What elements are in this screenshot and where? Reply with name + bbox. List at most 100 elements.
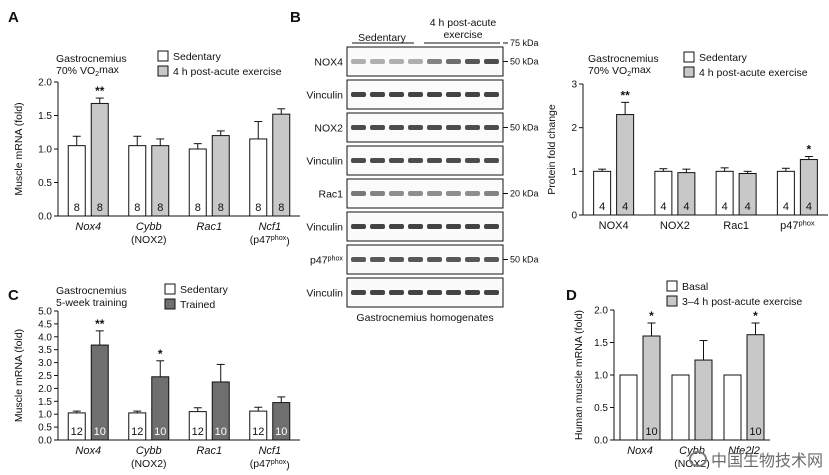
significance-label: * (807, 142, 812, 156)
blot-band (370, 224, 385, 229)
sample-size-label: 4 (745, 201, 751, 213)
legend-label: Sedentary (180, 284, 229, 296)
blot-band (427, 125, 442, 130)
group-label: 4 h post-acute (430, 17, 497, 29)
y-tick-label: 2.5 (38, 371, 52, 382)
blot-band (465, 191, 480, 196)
blot-band (427, 92, 442, 97)
legend-swatch (164, 283, 176, 295)
blot-band (389, 224, 404, 229)
x-tick-label: NOX4 (599, 220, 629, 232)
blot-band (408, 158, 423, 163)
context-text: Gastrocnemius (56, 53, 127, 65)
context-text: Gastrocnemius (588, 53, 659, 65)
x-tick-sublabel: (p47phox) (250, 458, 290, 472)
blot-band (370, 125, 385, 130)
x-tick-label: Nox4 (75, 445, 101, 457)
blot-band (408, 92, 423, 97)
blot-row-label: NOX2 (314, 123, 343, 135)
group-label: exercise (443, 29, 482, 41)
y-axis-label: Human muscle mRNA (fold) (573, 310, 585, 440)
y-tick-label: 4.0 (38, 332, 52, 343)
blot-footer: Gastrocnemius homogenates (356, 312, 493, 324)
sample-size-label: 12 (71, 426, 83, 438)
panel-letter: A (8, 9, 19, 26)
blot-band (484, 290, 499, 295)
bar (694, 359, 713, 441)
legend-swatch (683, 66, 695, 78)
y-axis-label: Protein fold change (546, 104, 558, 195)
y-tick-label: 0.0 (38, 436, 52, 447)
blot-band (408, 59, 423, 64)
legend-swatch (683, 51, 695, 63)
y-tick-label: 4.5 (38, 319, 52, 330)
blot-band (465, 290, 480, 295)
blot-band (465, 224, 480, 229)
sample-size-label: 4 (783, 201, 789, 213)
x-tick-label: Rac1 (196, 445, 222, 457)
significance-label: * (158, 347, 163, 361)
sample-size-label: 10 (94, 426, 106, 438)
bar (642, 335, 661, 441)
blot-band (351, 290, 366, 295)
blot-band (427, 257, 442, 262)
x-tick-sublabel: (NOX2) (131, 234, 167, 246)
x-tick-label: Nfe2l2 (728, 445, 760, 457)
blot-band (408, 290, 423, 295)
y-tick-label: 2.0 (38, 384, 52, 395)
y-tick-label: 0.0 (594, 436, 608, 447)
legend-label: 3–4 h post-acute exercise (682, 296, 802, 308)
blot-band (484, 224, 499, 229)
x-tick-label: Cybb (136, 221, 162, 233)
context-text: 70% VO2max (56, 64, 120, 78)
legend-label: Trained (180, 299, 215, 311)
blot-band (446, 158, 461, 163)
sample-size-label: 12 (192, 426, 204, 438)
bar (616, 114, 635, 216)
blot-row-label: Vinculin (306, 156, 343, 168)
blot-band (465, 158, 480, 163)
x-tick-label: Rac1 (723, 220, 749, 232)
blot-band (389, 257, 404, 262)
significance-label: ** (620, 88, 630, 102)
blot-band (446, 191, 461, 196)
blot-band (351, 59, 366, 64)
sample-size-label: 10 (275, 426, 287, 438)
blot-band (370, 92, 385, 97)
legend-swatch (164, 298, 176, 310)
blot-band (427, 224, 442, 229)
sample-size-label: 10 (215, 426, 227, 438)
blot-band (465, 257, 480, 262)
blot-row-label: p47phox (310, 254, 343, 266)
y-tick-label: 2 (571, 123, 577, 134)
sample-size-label: 8 (195, 202, 201, 214)
blot-row-label: Vinculin (306, 90, 343, 102)
blot-band (446, 257, 461, 262)
marker-label: 50 kDa (510, 123, 539, 133)
blot-band (484, 191, 499, 196)
blot-band (427, 290, 442, 295)
y-tick-label: 1.5 (38, 397, 52, 408)
blot-band (408, 125, 423, 130)
sample-size-label: 8 (134, 202, 140, 214)
sample-size-label: 4 (622, 201, 628, 213)
watermark: 中国生物技术网 (688, 447, 823, 471)
sample-size-label: 4 (806, 201, 812, 213)
blot-band (351, 125, 366, 130)
blot-row-label: NOX4 (314, 57, 343, 69)
blot-band (370, 290, 385, 295)
y-tick-label: 3.5 (38, 345, 52, 356)
x-tick-sublabel: (p47phox) (250, 234, 290, 248)
chart-panel-D: D Basal 3–4 h post-acute exercise 0.0 0.5 1.0… (566, 280, 802, 470)
blot-band (465, 125, 480, 130)
sample-size-label: 8 (74, 202, 80, 214)
panel-letter: B (290, 9, 301, 26)
marker-label: 50 kDa (510, 255, 539, 265)
y-tick-label: 0.5 (594, 403, 608, 414)
bar (619, 374, 638, 441)
x-tick-label: Nox4 (75, 221, 101, 233)
y-tick-label: 2.0 (38, 78, 52, 89)
blot-band (446, 125, 461, 130)
